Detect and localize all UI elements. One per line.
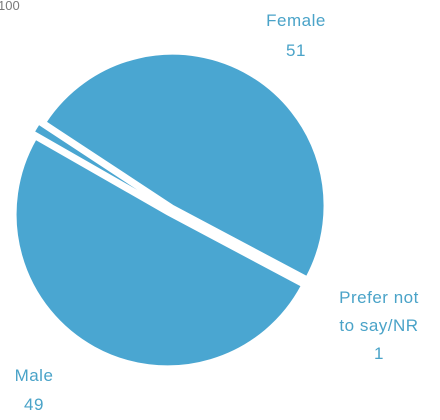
total-label: 100 xyxy=(0,0,20,13)
pie-slices xyxy=(14,52,326,368)
pie-data-labels: Female 51 Prefer not to say/NR 1 Male 49 xyxy=(15,11,419,414)
pie-slice-prefer-not-to-say-nr xyxy=(32,122,167,209)
data-label-female: Female 51 xyxy=(266,11,326,60)
data-label-male: Male 49 xyxy=(15,366,54,414)
pie-slice-female xyxy=(14,137,304,368)
data-label-prefer-not-to-say-nr: Prefer not to say/NR 1 xyxy=(339,288,419,363)
pie-slice-male xyxy=(44,52,326,279)
